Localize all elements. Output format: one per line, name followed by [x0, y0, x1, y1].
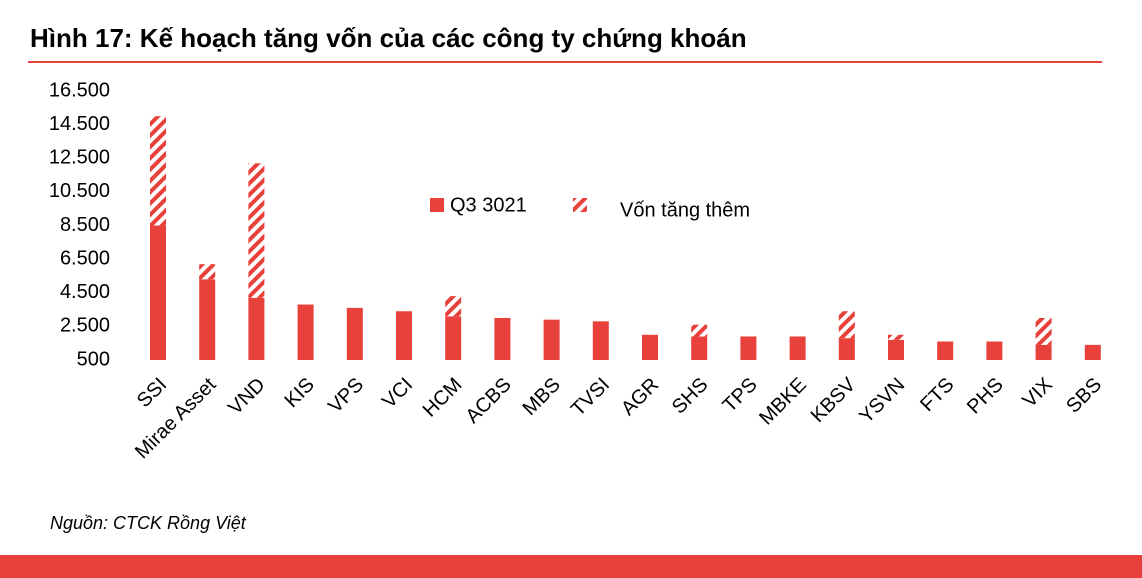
x-tick-label: TPS [719, 374, 762, 417]
bar-segment [937, 341, 954, 360]
bar-segment [691, 336, 708, 360]
bar-segment [888, 334, 904, 340]
bar-segment [691, 324, 708, 337]
bar-segment [248, 297, 265, 360]
bar-segment [592, 321, 609, 360]
x-tick-label: FTS [916, 374, 958, 416]
legend-label: Q3 3021 [450, 194, 527, 216]
x-tick-label: VIX [1019, 374, 1057, 412]
bar-segment [986, 341, 1003, 360]
bar-segment [199, 264, 216, 280]
x-tick-label: HCM [419, 374, 467, 422]
bar-segment [346, 307, 363, 360]
y-tick-label: 2.500 [60, 315, 110, 337]
y-tick-label: 500 [77, 348, 110, 370]
bar-segment [740, 336, 757, 360]
bar-segment [150, 116, 166, 226]
bar-segment [838, 311, 855, 339]
x-tick-label: KIS [281, 374, 319, 412]
bar-segment [248, 163, 265, 298]
x-tick-label: YSVN [855, 374, 909, 428]
bar-segment [297, 304, 314, 360]
bar-segment [838, 338, 855, 360]
bar-segment [1035, 317, 1052, 345]
x-tick-label: AGR [617, 374, 663, 420]
y-tick-label: 16.500 [49, 79, 110, 101]
x-tick-label: VND [224, 374, 269, 419]
x-tick-label: ACBS [462, 374, 516, 428]
footer-band [0, 555, 1142, 578]
bar-segment [150, 225, 166, 360]
x-tick-label: VPS [324, 374, 368, 418]
y-tick-label: 8.500 [60, 214, 110, 236]
x-tick-label: PHS [963, 374, 1008, 419]
bar-segment [494, 317, 511, 360]
legend-swatch [573, 198, 587, 212]
x-tick-label: SBS [1062, 374, 1106, 418]
legend-label: Vốn tăng thêm [620, 199, 750, 221]
source-note: Nguồn: CTCK Rồng Việt [50, 513, 247, 533]
chart-title: Hình 17: Kế hoạch tăng vốn của các công … [30, 23, 747, 53]
x-tick-label: VCI [378, 374, 417, 413]
y-tick-label: 14.500 [49, 113, 110, 135]
bar-segment [396, 311, 412, 360]
x-tick-label: KBSV [807, 373, 861, 427]
bar-segment [199, 279, 216, 360]
x-tick-label: MBS [519, 374, 565, 420]
x-tick-label: SHS [668, 374, 713, 419]
x-tick-label: TVSI [567, 374, 614, 421]
bar-segment [445, 316, 462, 360]
legend-swatch [430, 198, 444, 212]
y-tick-label: 10.500 [49, 180, 110, 202]
bar-segment [642, 334, 658, 360]
bar-segment [543, 319, 560, 360]
bar-segment [445, 296, 462, 317]
y-tick-label: 6.500 [60, 247, 110, 269]
y-tick-label: 12.500 [49, 147, 110, 169]
bar-segment [1084, 344, 1101, 360]
bar-segment [1035, 344, 1052, 360]
x-tick-label: SSI [133, 374, 171, 412]
y-tick-label: 4.500 [60, 281, 110, 303]
bar-segment [888, 339, 904, 360]
bar-segment [789, 336, 806, 360]
x-tick-label: MBKE [755, 374, 811, 430]
